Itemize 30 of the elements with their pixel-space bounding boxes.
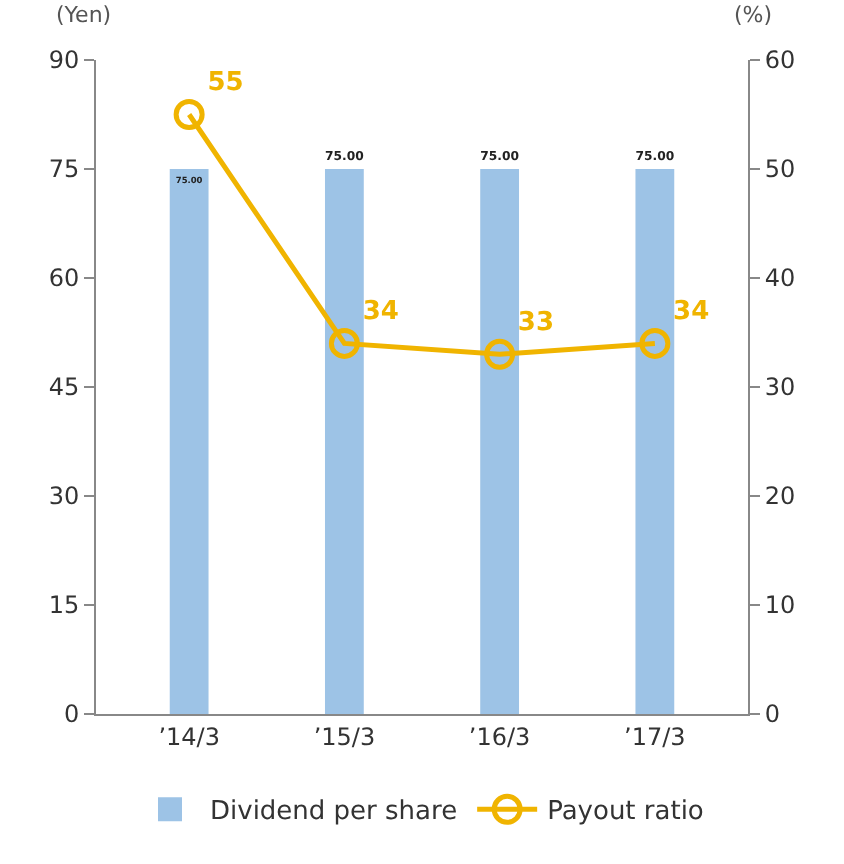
legend-label: Dividend per share xyxy=(210,797,458,828)
y2-tick-label: 40 xyxy=(764,264,796,293)
data-label: 34 xyxy=(362,296,399,327)
data-label: 34 xyxy=(673,296,710,327)
point xyxy=(173,99,205,130)
x-tick-label: ’14/3 xyxy=(158,722,220,751)
y2-tick-label: 10 xyxy=(764,591,796,620)
y2-tick-label: 30 xyxy=(764,373,796,402)
y-tick-label: 0 xyxy=(63,700,80,729)
y-tick-label: 75 xyxy=(48,155,80,184)
y-tick-label: 60 xyxy=(48,264,80,293)
y-tick-label: 30 xyxy=(48,482,80,511)
y-tick-label: 15 xyxy=(48,591,80,620)
data-label: 55 xyxy=(207,67,244,98)
point xyxy=(639,327,671,359)
y2-tick-label: 60 xyxy=(764,46,796,75)
point xyxy=(328,327,360,359)
y-tick-label: 45 xyxy=(48,373,80,402)
y2-axis-title: (%) xyxy=(734,2,773,28)
point xyxy=(484,338,516,370)
x-tick-label: ’16/3 xyxy=(468,722,531,751)
data-label: 33 xyxy=(517,307,555,338)
legend-label: Payout ratio xyxy=(547,797,704,828)
y2-tick-label: 50 xyxy=(764,155,796,184)
y-tick-label: 90 xyxy=(48,46,80,75)
y2-tick-label: 0 xyxy=(764,700,781,729)
y-axis-title: (Yen) xyxy=(56,2,112,28)
y2-tick-label: 20 xyxy=(764,482,796,511)
x-tick-label: ’17/3 xyxy=(624,722,686,751)
x-tick-label: ’15/3 xyxy=(313,722,376,751)
